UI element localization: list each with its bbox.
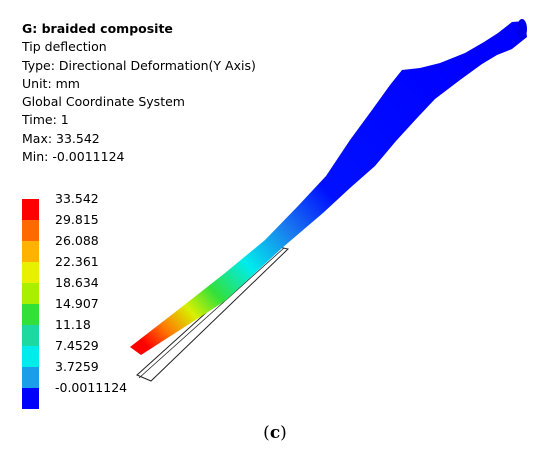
legend-swatch: [22, 262, 39, 283]
legend-tick-label: 3.7259: [55, 359, 99, 374]
legend-swatch: [22, 388, 39, 409]
min-value: Min: -0.0011124: [22, 149, 125, 165]
deformed-blade: [130, 21, 527, 355]
max-value: Max: 33.542: [22, 130, 100, 146]
blade-root-cap: [517, 19, 527, 39]
legend-tick-label: 11.18: [55, 317, 91, 332]
legend-tick-label: 33.542: [55, 191, 99, 206]
undeformed-blade-outline: [136, 246, 290, 382]
result-name: Tip deflection: [22, 39, 107, 55]
legend-swatch: [22, 241, 39, 262]
legend-swatch: [22, 283, 39, 304]
legend-swatch: [22, 304, 39, 325]
legend-swatch: [22, 220, 39, 241]
undeformed-blade-edge: [138, 247, 285, 379]
legend-tick-label: 14.907: [55, 296, 99, 311]
legend-swatch: [22, 346, 39, 367]
legend-tick-label: -0.0011124: [55, 380, 128, 395]
legend-tick-label: 29.815: [55, 212, 99, 227]
model-title: G: braided composite: [22, 21, 173, 36]
result-type: Type: Directional Deformation(Y Axis): [22, 57, 256, 73]
caption-letter: c: [269, 423, 281, 443]
legend-tick-label: 26.088: [55, 233, 99, 248]
coordinate-system: Global Coordinate System: [22, 94, 185, 110]
result-unit: Unit: mm: [22, 75, 80, 91]
legend-swatch: [22, 367, 39, 388]
result-info-panel: G: braided composite Tip deflection Type…: [22, 20, 256, 166]
figure-caption: (c): [0, 423, 550, 443]
legend-tick-label: 7.4529: [55, 338, 99, 353]
legend-swatch: [22, 199, 39, 220]
legend-swatch: [22, 325, 39, 346]
caption-open: (: [263, 423, 270, 443]
legend-tick-label: 18.634: [55, 275, 99, 290]
legend-tick-label: 22.361: [55, 254, 99, 269]
caption-close: ): [280, 423, 287, 443]
result-time: Time: 1: [22, 112, 69, 128]
